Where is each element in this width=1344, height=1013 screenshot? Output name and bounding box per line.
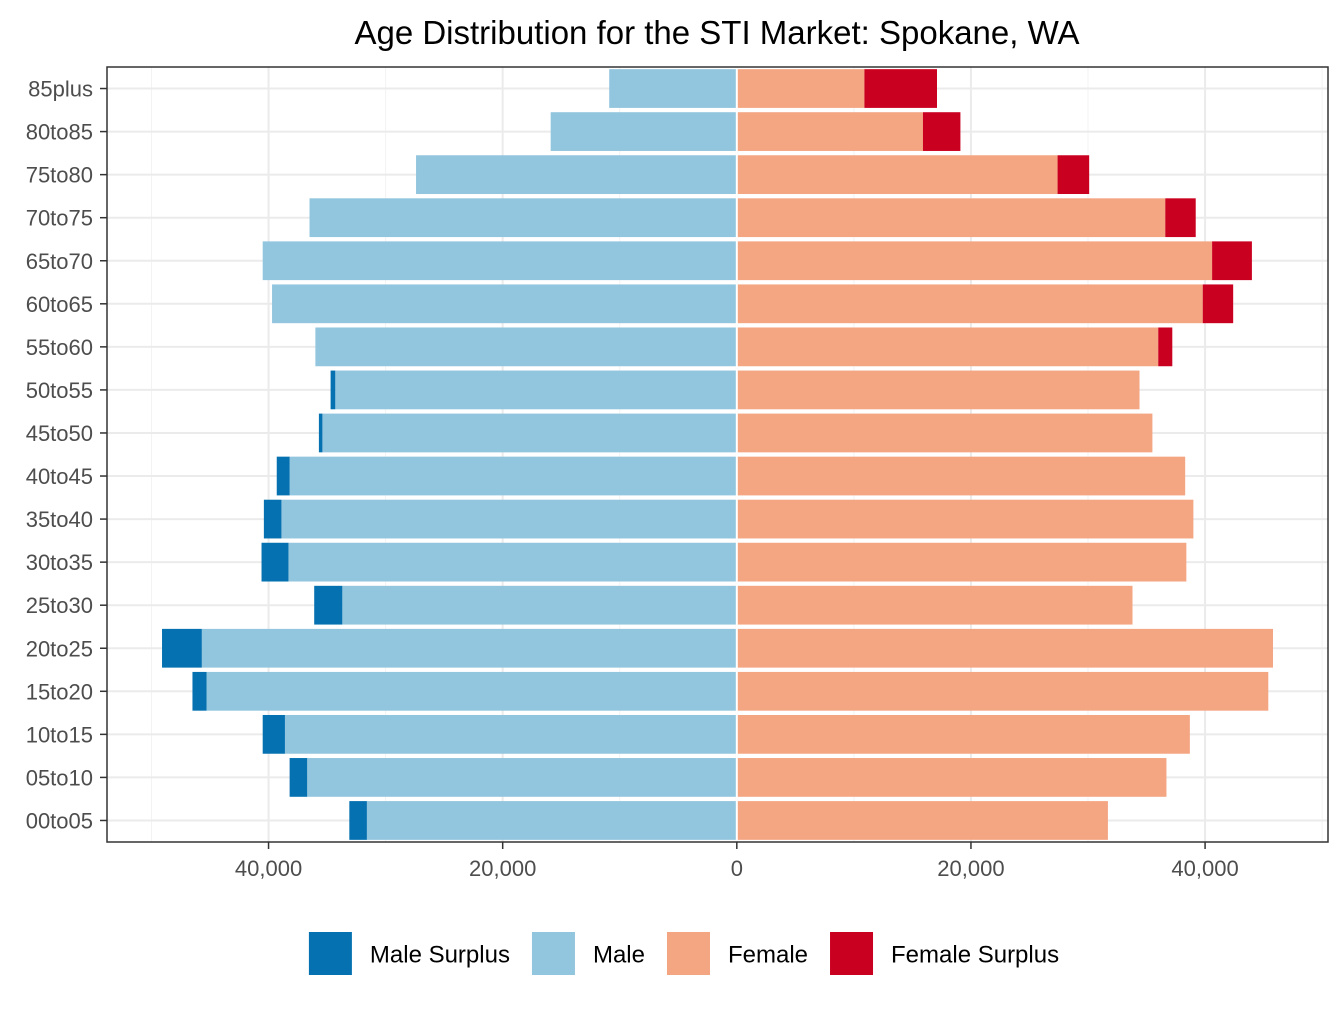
x-tick-label: 40,000 — [1171, 856, 1238, 881]
bar-female-surplus — [1212, 241, 1252, 281]
y-tick-label: 70to75 — [26, 206, 93, 231]
bar-female — [736, 671, 1269, 711]
y-tick-label: 75to80 — [26, 163, 93, 188]
bar-male — [272, 284, 737, 324]
bar-male — [366, 801, 737, 840]
legend-label: Male — [593, 942, 645, 969]
x-tick-label: 0 — [731, 856, 743, 881]
bar-female-surplus — [1165, 198, 1196, 238]
bar-male-surplus — [262, 714, 285, 754]
bar-male-surplus — [289, 758, 308, 797]
y-tick-label: 00to05 — [26, 808, 93, 833]
bar-female — [736, 284, 1203, 324]
bar-male — [201, 628, 737, 668]
bar-male — [609, 69, 737, 108]
bar-male-surplus — [318, 413, 323, 453]
bar-male — [284, 714, 737, 754]
bar-male — [335, 370, 737, 410]
bar-male — [288, 542, 737, 582]
y-tick-label: 35to40 — [26, 507, 93, 532]
x-tick-label: 20,000 — [937, 856, 1004, 881]
y-tick-label: 15to20 — [26, 679, 93, 704]
chart-title: Age Distribution for the STI Market: Spo… — [354, 14, 1079, 51]
legend: Male Surplus Male Female Female Surplus — [308, 932, 1059, 975]
y-tick-label: 25to30 — [26, 593, 93, 618]
x-tick-label: 20,000 — [469, 856, 536, 881]
bar-female — [736, 413, 1153, 453]
legend-swatch — [666, 932, 710, 975]
bar-female — [736, 198, 1166, 238]
plot-panel — [107, 67, 1328, 842]
bar-male — [206, 671, 737, 711]
legend-item: Male — [531, 932, 645, 975]
legend-swatch — [830, 932, 874, 975]
panel-background — [107, 67, 1328, 842]
bar-male — [307, 758, 737, 797]
y-tick-label: 55to60 — [26, 335, 93, 360]
y-tick-label: 20to25 — [26, 636, 93, 661]
y-tick-label: 05to10 — [26, 765, 93, 790]
bar-female-surplus — [922, 112, 961, 151]
bar-female — [736, 585, 1133, 625]
y-tick-label: 30to35 — [26, 550, 93, 575]
bar-female — [736, 241, 1213, 281]
bar-female — [736, 370, 1140, 410]
bar-female — [736, 69, 865, 108]
legend-item: Male Surplus — [308, 932, 510, 975]
bar-male-surplus — [349, 801, 367, 840]
bar-female — [736, 628, 1273, 668]
bar-male — [262, 241, 737, 281]
bar-male — [322, 413, 737, 453]
bar-female — [736, 714, 1190, 754]
legend-label: Male Surplus — [370, 942, 510, 969]
y-tick-label: 45to50 — [26, 421, 93, 446]
legend-label: Female Surplus — [891, 942, 1059, 969]
bar-female-surplus — [1202, 284, 1234, 324]
bar-male-surplus — [162, 628, 202, 668]
bar-female — [736, 327, 1159, 367]
bar-female — [736, 542, 1187, 582]
y-tick-label: 60to65 — [26, 292, 93, 317]
bar-female-surplus — [864, 69, 937, 108]
bar-male — [289, 456, 737, 496]
bar-male-surplus — [330, 370, 336, 410]
bar-female-surplus — [1057, 155, 1090, 195]
legend-label: Female — [728, 942, 808, 969]
bar-female — [736, 456, 1186, 496]
bar-female — [736, 155, 1058, 195]
bar-male — [550, 112, 737, 151]
y-tick-label: 40to45 — [26, 464, 93, 489]
bar-female — [736, 112, 923, 151]
legend-swatch — [308, 932, 352, 975]
bar-male-surplus — [276, 456, 290, 496]
bar-male-surplus — [261, 542, 289, 582]
axes: 40,000 20,000 0 20,000 40,000 00to05 05to10 10t… — [26, 66, 1329, 881]
legend-swatch — [531, 932, 575, 975]
y-tick-label: 85plus — [28, 77, 93, 102]
y-tick-label: 50to55 — [26, 378, 93, 403]
legend-item: Female — [666, 932, 808, 975]
y-tick-label: 10to15 — [26, 722, 93, 747]
legend-item: Female Surplus — [830, 932, 1059, 975]
bar-male — [281, 499, 737, 539]
bar-male-surplus — [263, 499, 282, 539]
y-tick-label: 65to70 — [26, 249, 93, 274]
y-tick-label: 80to85 — [26, 120, 93, 145]
bar-male-surplus — [192, 671, 207, 711]
bars — [162, 67, 1273, 842]
panel-border — [106, 66, 1329, 843]
bar-male — [342, 585, 737, 625]
bar-male — [309, 198, 737, 238]
bar-female-surplus — [1158, 327, 1173, 367]
bar-male — [315, 327, 737, 367]
x-tick-label: 40,000 — [235, 856, 302, 881]
bar-female — [736, 758, 1167, 797]
bar-male-surplus — [314, 585, 343, 625]
bar-female — [736, 499, 1194, 539]
bar-male — [416, 155, 737, 195]
bar-female — [736, 801, 1108, 840]
